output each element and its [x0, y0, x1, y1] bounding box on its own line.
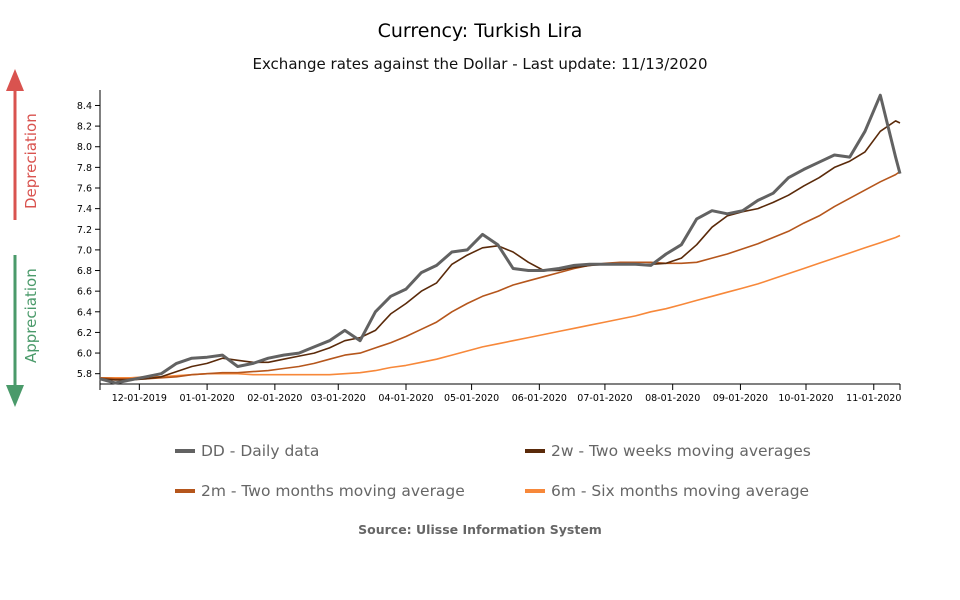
y-tick-label: 6.0	[77, 349, 92, 360]
y-tick-label: 6.8	[77, 266, 92, 277]
x-tick-label: 09-01-2020	[713, 393, 768, 404]
legend-swatch-6m	[525, 489, 545, 493]
legend-label: DD - Daily data	[201, 442, 320, 460]
y-tick-label: 7.8	[77, 163, 92, 174]
chart-title: Currency: Turkish Lira	[377, 20, 583, 42]
legend-swatch-2m	[175, 489, 195, 493]
x-tick-label: 11-01-2020	[846, 393, 901, 404]
y-tick: 6.8	[77, 266, 100, 277]
y-tick: 6.6	[77, 287, 100, 298]
y-tick: 7.0	[77, 245, 100, 256]
y-tick: 7.2	[77, 225, 100, 236]
series-line-6m	[100, 234, 901, 379]
y-tick-label: 6.6	[77, 287, 92, 298]
x-tick: 08-01-2020	[645, 384, 700, 404]
legend-label: 6m - Six months moving average	[551, 482, 810, 500]
legend-item-2w[interactable]: 2w - Two weeks moving averages	[525, 442, 811, 460]
y-tick-label: 8.0	[77, 142, 92, 153]
appreciation-arrow-icon	[6, 255, 24, 407]
y-tick-label: 6.2	[77, 328, 92, 339]
x-tick: 01-01-2020	[179, 384, 235, 404]
x-tick-label: 08-01-2020	[645, 393, 700, 404]
x-tick: 09-01-2020	[713, 384, 768, 404]
depreciation-arrow-icon	[6, 69, 24, 220]
y-tick-label: 7.2	[77, 225, 92, 236]
x-tick-label: 05-01-2020	[444, 393, 499, 404]
x-tick: 04-01-2020	[378, 384, 434, 404]
x-tick: 07-01-2020	[577, 384, 633, 404]
y-tick: 8.2	[77, 122, 100, 133]
legend-item-6m[interactable]: 6m - Six months moving average	[525, 482, 809, 500]
legend-swatch-daily	[175, 449, 195, 453]
legend-label: 2m - Two months moving average	[201, 482, 465, 500]
x-tick-label: 07-01-2020	[577, 393, 632, 404]
x-tick: 03-01-2020	[311, 384, 366, 404]
x-tick-label: 10-01-2020	[778, 393, 833, 404]
y-tick: 7.6	[77, 184, 100, 195]
x-tick: 12-01-2019	[112, 384, 167, 404]
legend-label: 2w - Two weeks moving averages	[551, 442, 811, 460]
y-tick: 7.4	[77, 204, 100, 215]
x-tick: 05-01-2020	[444, 384, 499, 404]
y-tick-label: 8.4	[77, 101, 92, 112]
y-tick: 6.0	[77, 349, 100, 360]
depreciation-label: Depreciation	[22, 113, 40, 209]
y-tick-label: 7.6	[77, 184, 92, 195]
y-tick-label: 7.0	[77, 245, 92, 256]
x-tick-label: 04-01-2020	[378, 393, 433, 404]
y-tick: 7.8	[77, 163, 100, 174]
y-tick-label: 5.8	[77, 369, 92, 380]
legend-item-daily[interactable]: DD - Daily data	[175, 442, 319, 460]
series-line-2w	[99, 120, 901, 381]
series-line-daily	[99, 93, 902, 385]
x-tick: 11-01-2020	[846, 384, 901, 404]
y-tick-label: 7.4	[77, 204, 92, 215]
y-tick-label: 6.4	[77, 307, 92, 318]
y-tick: 6.2	[77, 328, 100, 339]
y-tick: 5.8	[77, 369, 100, 380]
legend-swatch-2w	[525, 449, 545, 453]
x-tick: 10-01-2020	[778, 384, 834, 404]
x-tick-label: 06-01-2020	[512, 393, 567, 404]
chart-subtitle: Exchange rates against the Dollar - Last…	[252, 55, 708, 73]
source-note: Source: Ulisse Information System	[358, 522, 602, 537]
y-tick: 8.4	[77, 101, 100, 112]
x-tick: 02-01-2020	[247, 384, 302, 404]
x-tick-label: 03-01-2020	[311, 393, 366, 404]
appreciation-label: Appreciation	[22, 268, 40, 363]
series-line-2m	[99, 170, 901, 380]
y-tick: 8.0	[77, 142, 100, 153]
x-tick: 06-01-2020	[512, 384, 567, 404]
y-tick: 6.4	[77, 307, 100, 318]
x-tick-label: 01-01-2020	[179, 393, 234, 404]
legend-item-2m[interactable]: 2m - Two months moving average	[175, 482, 465, 500]
x-tick-label: 02-01-2020	[247, 393, 302, 404]
y-tick-label: 8.2	[77, 122, 92, 133]
x-tick-label: 12-01-2019	[112, 393, 167, 404]
